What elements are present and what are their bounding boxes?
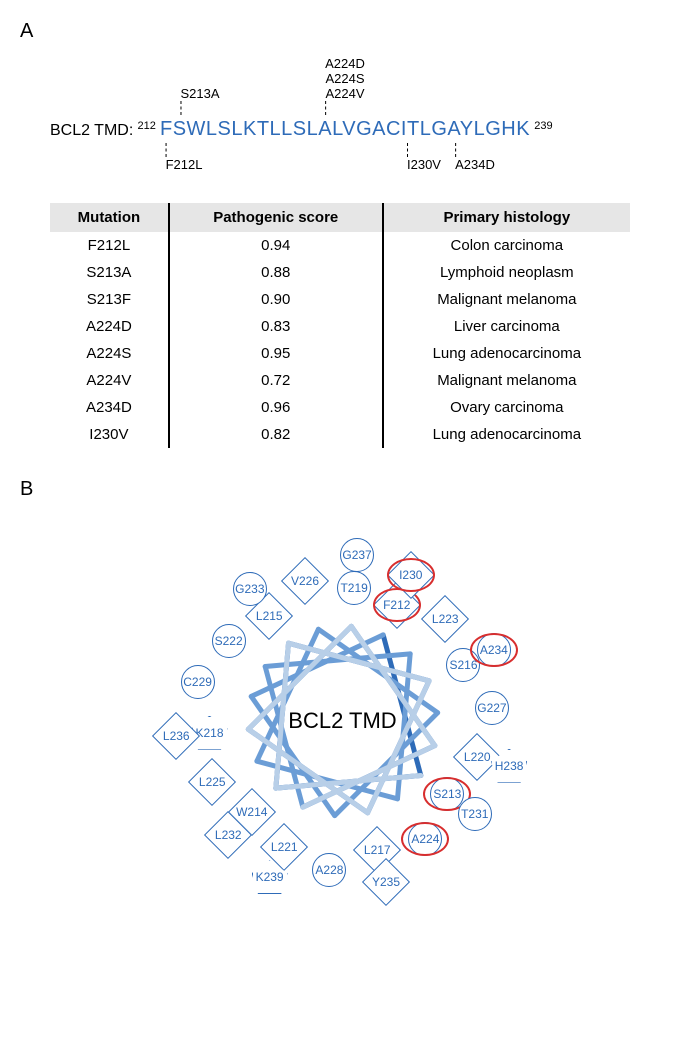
table-cell: 0.90 <box>169 286 383 313</box>
seq-end-num: 239 <box>534 120 552 132</box>
mutation-table: MutationPathogenic scorePrimary histolog… <box>50 203 630 448</box>
table-header: Primary histology <box>383 203 630 232</box>
seq-start-num: 212 <box>137 120 155 132</box>
residue-T231: T231 <box>458 797 492 831</box>
bottom-annotation: F212L <box>166 143 203 172</box>
table-cell: I230V <box>50 421 169 448</box>
table-cell: 0.72 <box>169 367 383 394</box>
table-cell: 0.94 <box>169 232 383 259</box>
bottom-annotation: I230V <box>407 143 441 172</box>
sequence-name: BCL2 TMD: <box>50 122 133 139</box>
top-annotation: A224DA224SA224V <box>325 56 365 115</box>
residue-T219: T219 <box>337 571 371 605</box>
residue-I230: I230 <box>394 558 428 592</box>
table-header: Pathogenic score <box>169 203 383 232</box>
residue-G233: G233 <box>233 572 267 606</box>
table-row: A224D0.83Liver carcinoma <box>50 313 630 340</box>
wheel-center-label: BCL2 TMD <box>288 708 396 734</box>
table-cell: A234D <box>50 394 169 421</box>
table-row: A234D0.96Ovary carcinoma <box>50 394 630 421</box>
table-cell: Ovary carcinoma <box>383 394 630 421</box>
table-row: A224V0.72Malignant melanoma <box>50 367 630 394</box>
residue-K239: K239 <box>252 860 288 894</box>
table-cell: A224D <box>50 313 169 340</box>
table-cell: Colon carcinoma <box>383 232 630 259</box>
table-cell: 0.83 <box>169 313 383 340</box>
sequence-line: BCL2 TMD: 212 FSWLSLKTLLSLALVGACITLGAYLG… <box>50 118 553 141</box>
table-cell: Lung adenocarcinoma <box>383 421 630 448</box>
helical-wheel: /> F212S213W214L215S216L217K218T219L220L… <box>133 511 553 931</box>
residue-H238: H238 <box>491 749 527 783</box>
residue-Y235: Y235 <box>369 865 403 899</box>
table-row: A224S0.95Lung adenocarcinoma <box>50 340 630 367</box>
residue-L225: L225 <box>195 765 229 799</box>
residue-L232: L232 <box>211 818 245 852</box>
residue-G237: G237 <box>340 538 374 572</box>
table-cell: Malignant melanoma <box>383 367 630 394</box>
table-row: F212L0.94Colon carcinoma <box>50 232 630 259</box>
table-cell: S213A <box>50 259 169 286</box>
sequence-letters: FSWLSLKTLLSLALVGACITLGAYLGHK <box>160 118 530 140</box>
table-cell: 0.82 <box>169 421 383 448</box>
panel-b-label: B <box>20 478 665 501</box>
residue-A228: A228 <box>312 853 346 887</box>
top-annotation: S213A <box>180 86 219 115</box>
table-cell: Lung adenocarcinoma <box>383 340 630 367</box>
table-cell: F212L <box>50 232 169 259</box>
panel-a-label: A <box>20 20 665 43</box>
table-cell: Liver carcinoma <box>383 313 630 340</box>
table-cell: S213F <box>50 286 169 313</box>
residue-A234: A234 <box>477 633 511 667</box>
residue-L236: L236 <box>159 719 193 753</box>
table-cell: A224V <box>50 367 169 394</box>
table-row: S213F0.90Malignant melanoma <box>50 286 630 313</box>
table-cell: Malignant melanoma <box>383 286 630 313</box>
table-cell: Lymphoid neoplasm <box>383 259 630 286</box>
residue-L220: L220 <box>460 740 494 774</box>
residue-A224: A224 <box>408 822 442 856</box>
sequence-block: S213A A224DA224SA224V BCL2 TMD: 212 FSWLS… <box>50 53 665 193</box>
table-row: S213A0.88Lymphoid neoplasm <box>50 259 630 286</box>
table-cell: 0.96 <box>169 394 383 421</box>
bottom-annotation: A234D <box>455 143 495 172</box>
residue-G227: G227 <box>475 691 509 725</box>
residue-L221: L221 <box>267 830 301 864</box>
table-cell: 0.88 <box>169 259 383 286</box>
residue-S222: S222 <box>212 624 246 658</box>
table-cell: A224S <box>50 340 169 367</box>
table-header: Mutation <box>50 203 169 232</box>
table-cell: 0.95 <box>169 340 383 367</box>
table-row: I230V0.82Lung adenocarcinoma <box>50 421 630 448</box>
residue-C229: C229 <box>181 665 215 699</box>
residue-V226: V226 <box>288 564 322 598</box>
residue-L223: L223 <box>428 602 462 636</box>
residue-S216: S216 <box>446 648 480 682</box>
